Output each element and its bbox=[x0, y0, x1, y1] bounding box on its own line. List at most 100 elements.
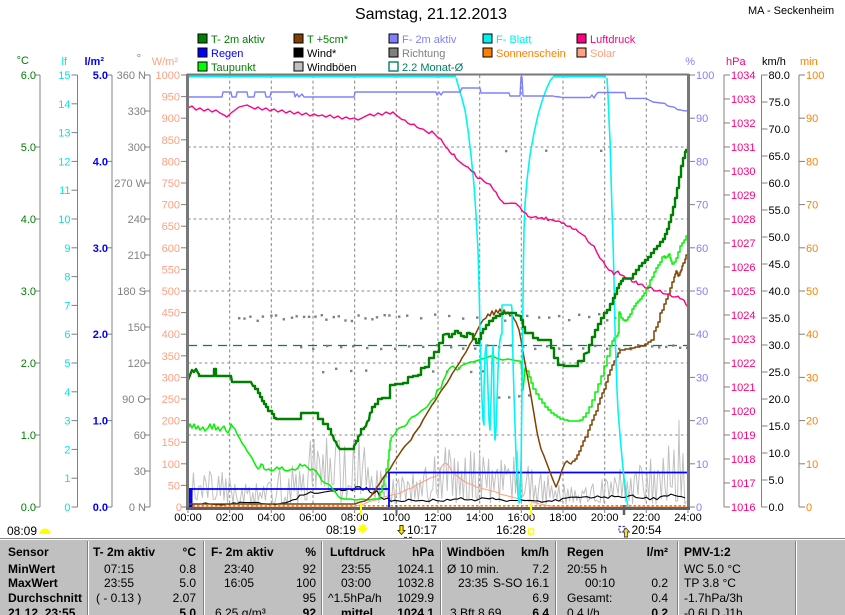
svg-text:2.0: 2.0 bbox=[93, 329, 108, 341]
svg-text:5.0: 5.0 bbox=[93, 70, 108, 82]
svg-text:75.0: 75.0 bbox=[769, 97, 790, 109]
svg-text:270 W: 270 W bbox=[114, 178, 146, 190]
svg-text:15: 15 bbox=[58, 70, 70, 82]
svg-text:16:00: 16:00 bbox=[508, 512, 536, 524]
svg-text:70.0: 70.0 bbox=[769, 124, 790, 136]
svg-text:20:00: 20:00 bbox=[591, 512, 619, 524]
svg-text:W/m²: W/m² bbox=[152, 56, 179, 68]
svg-text:25.0: 25.0 bbox=[769, 367, 790, 379]
svg-text:60: 60 bbox=[696, 243, 708, 255]
svg-text:1020: 1020 bbox=[731, 406, 755, 418]
svg-text:04:00: 04:00 bbox=[258, 512, 286, 524]
svg-text:Solar: Solar bbox=[590, 48, 616, 60]
svg-text:300: 300 bbox=[162, 372, 180, 384]
svg-text:300: 300 bbox=[128, 142, 146, 154]
svg-text:F- 2m aktiv: F- 2m aktiv bbox=[402, 34, 457, 46]
svg-text:4.0: 4.0 bbox=[21, 214, 36, 226]
svg-text:1.0: 1.0 bbox=[93, 416, 108, 428]
svg-text:8: 8 bbox=[64, 272, 70, 284]
svg-text:l/m²: l/m² bbox=[84, 56, 104, 68]
svg-text:1018: 1018 bbox=[731, 454, 755, 466]
svg-text:1025: 1025 bbox=[731, 286, 755, 298]
svg-text:0.0: 0.0 bbox=[21, 502, 36, 514]
svg-text:Regen: Regen bbox=[211, 48, 243, 60]
svg-text:6: 6 bbox=[64, 329, 70, 341]
svg-text:16:28: 16:28 bbox=[496, 523, 526, 537]
svg-text:40.0: 40.0 bbox=[769, 286, 790, 298]
svg-text:3.0: 3.0 bbox=[93, 243, 108, 255]
svg-text:F- Blatt: F- Blatt bbox=[496, 34, 531, 46]
svg-text:0.0: 0.0 bbox=[93, 502, 108, 514]
svg-text:90: 90 bbox=[806, 113, 818, 125]
svg-text:1027: 1027 bbox=[731, 238, 755, 250]
svg-text:30.0: 30.0 bbox=[769, 340, 790, 352]
svg-text:Taupunkt: Taupunkt bbox=[211, 62, 256, 74]
svg-text:08:09: 08:09 bbox=[7, 524, 37, 538]
svg-text:7: 7 bbox=[64, 300, 70, 312]
svg-text:180 S: 180 S bbox=[117, 286, 146, 298]
svg-text:km/h: km/h bbox=[762, 56, 786, 68]
svg-text:9: 9 bbox=[64, 243, 70, 255]
svg-text:200: 200 bbox=[162, 416, 180, 428]
svg-text:2.2 Monat-Ø: 2.2 Monat-Ø bbox=[402, 62, 464, 74]
svg-text:lf: lf bbox=[62, 56, 68, 68]
svg-text:3.0: 3.0 bbox=[21, 286, 36, 298]
svg-text:20: 20 bbox=[806, 416, 818, 428]
svg-text:12:00: 12:00 bbox=[424, 512, 452, 524]
svg-text:0.0: 0.0 bbox=[769, 502, 784, 514]
svg-text:1028: 1028 bbox=[731, 214, 755, 226]
svg-text:450: 450 bbox=[162, 308, 180, 320]
svg-text:1031: 1031 bbox=[731, 142, 755, 154]
svg-text:20:54: 20:54 bbox=[632, 523, 662, 537]
svg-text:55.0: 55.0 bbox=[769, 205, 790, 217]
svg-text:1019: 1019 bbox=[731, 430, 755, 442]
svg-text:100: 100 bbox=[162, 459, 180, 471]
svg-text:500: 500 bbox=[162, 286, 180, 298]
svg-text:120: 120 bbox=[128, 358, 146, 370]
svg-text:T +5cm*: T +5cm* bbox=[307, 34, 349, 46]
svg-text:80.0: 80.0 bbox=[769, 70, 790, 82]
svg-text:1.0: 1.0 bbox=[21, 430, 36, 442]
svg-text:360 N: 360 N bbox=[117, 70, 146, 82]
svg-text:1023: 1023 bbox=[731, 334, 755, 346]
svg-text:80: 80 bbox=[806, 156, 818, 168]
svg-text:240: 240 bbox=[128, 214, 146, 226]
svg-text:30: 30 bbox=[806, 372, 818, 384]
svg-text:5: 5 bbox=[64, 358, 70, 370]
svg-text:20: 20 bbox=[696, 416, 708, 428]
svg-text:15.0: 15.0 bbox=[769, 421, 790, 433]
svg-text:10:00: 10:00 bbox=[383, 512, 411, 524]
svg-text:70: 70 bbox=[806, 200, 818, 212]
svg-text:20.0: 20.0 bbox=[769, 394, 790, 406]
svg-text:30: 30 bbox=[134, 466, 146, 478]
svg-text:0: 0 bbox=[806, 502, 812, 514]
svg-text:13: 13 bbox=[58, 128, 70, 140]
svg-text:1026: 1026 bbox=[731, 262, 755, 274]
svg-text:08:19: 08:19 bbox=[326, 523, 356, 537]
svg-text:1022: 1022 bbox=[731, 358, 755, 370]
svg-text:45.0: 45.0 bbox=[769, 259, 790, 271]
svg-text:Sonnenschein: Sonnenschein bbox=[496, 48, 566, 60]
svg-text:950: 950 bbox=[162, 92, 180, 104]
svg-text:10: 10 bbox=[806, 459, 818, 471]
svg-text:30: 30 bbox=[696, 372, 708, 384]
svg-text:800: 800 bbox=[162, 156, 180, 168]
svg-text:1017: 1017 bbox=[731, 478, 755, 490]
svg-text:Richtung: Richtung bbox=[402, 48, 445, 60]
svg-text:10: 10 bbox=[58, 214, 70, 226]
svg-text:1: 1 bbox=[64, 473, 70, 485]
svg-text:Wind*: Wind* bbox=[307, 48, 337, 60]
svg-text:°C: °C bbox=[17, 55, 29, 67]
svg-text:150: 150 bbox=[162, 437, 180, 449]
svg-text:250: 250 bbox=[162, 394, 180, 406]
svg-text:0: 0 bbox=[696, 502, 702, 514]
svg-text:min: min bbox=[800, 56, 818, 68]
svg-text:0: 0 bbox=[64, 502, 70, 514]
svg-text:3: 3 bbox=[64, 416, 70, 428]
svg-text:100: 100 bbox=[696, 70, 714, 82]
svg-text:850: 850 bbox=[162, 135, 180, 147]
svg-text:10: 10 bbox=[696, 459, 708, 471]
svg-text:1024: 1024 bbox=[731, 310, 755, 322]
svg-text:35.0: 35.0 bbox=[769, 313, 790, 325]
svg-text:50.0: 50.0 bbox=[769, 232, 790, 244]
